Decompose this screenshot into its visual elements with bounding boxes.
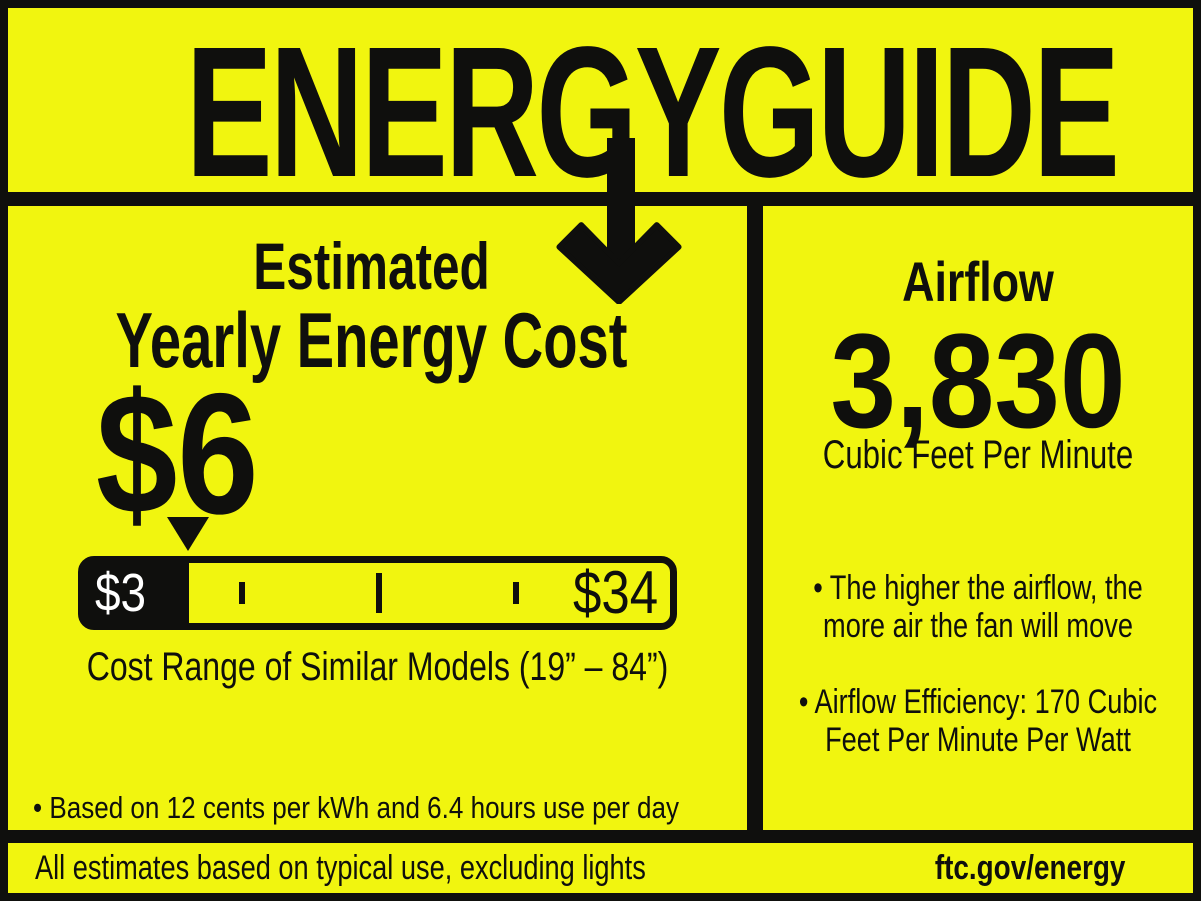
tick-mark [239, 582, 245, 604]
header-band: ENERGYGUIDE [8, 8, 1193, 206]
cost-range-min-label: $3 [95, 563, 147, 623]
cost-range-bar: $3 $34 [78, 556, 677, 630]
airflow-note-efficiency: • Airflow Efficiency: 170 Cubic Feet Per… [798, 683, 1158, 759]
tick-mark [513, 582, 519, 604]
energyguide-title: ENERGYGUIDE [185, 9, 1120, 216]
footer-note: All estimates based on typical use, excl… [35, 849, 646, 887]
cost-note-rate: • Based on 12 cents per kWh and 6.4 hour… [33, 790, 680, 825]
yearly-cost-value: $6 [96, 358, 259, 550]
estimated-cost-panel: Estimated Yearly Energy Cost $6 $3 $34 C… [8, 206, 747, 830]
yearly-energy-cost-heading: Yearly Energy Cost [115, 296, 628, 384]
cost-range-max-label: $34 [572, 559, 658, 626]
cost-range-max: $34 [558, 563, 658, 623]
airflow-panel: Airflow 3,830 Cubic Feet Per Minute • Th… [763, 206, 1193, 830]
cost-range-min-segment: $3 [85, 563, 189, 623]
cost-notes-list: • Based on 12 cents per kWh and 6.4 hour… [33, 703, 755, 901]
cost-range-caption: Cost Range of Similar Models (19” – 84”) [86, 645, 669, 689]
airflow-value: 3,830 [830, 307, 1126, 456]
footer-url: ftc.gov/energy [934, 849, 1125, 887]
airflow-heading: Airflow [902, 250, 1054, 313]
airflow-unit: Cubic Feet Per Minute [822, 433, 1134, 477]
down-arrow-icon [556, 222, 682, 304]
footer-band: All estimates based on typical use, excl… [8, 843, 1193, 893]
airflow-note-higher: • The higher the airflow, the more air t… [813, 569, 1143, 645]
tick-mark [376, 573, 382, 613]
cost-pointer-icon [167, 517, 209, 551]
airflow-notes-list: • The higher the airflow, the more air t… [778, 531, 1178, 797]
estimated-heading: Estimated [253, 229, 490, 303]
